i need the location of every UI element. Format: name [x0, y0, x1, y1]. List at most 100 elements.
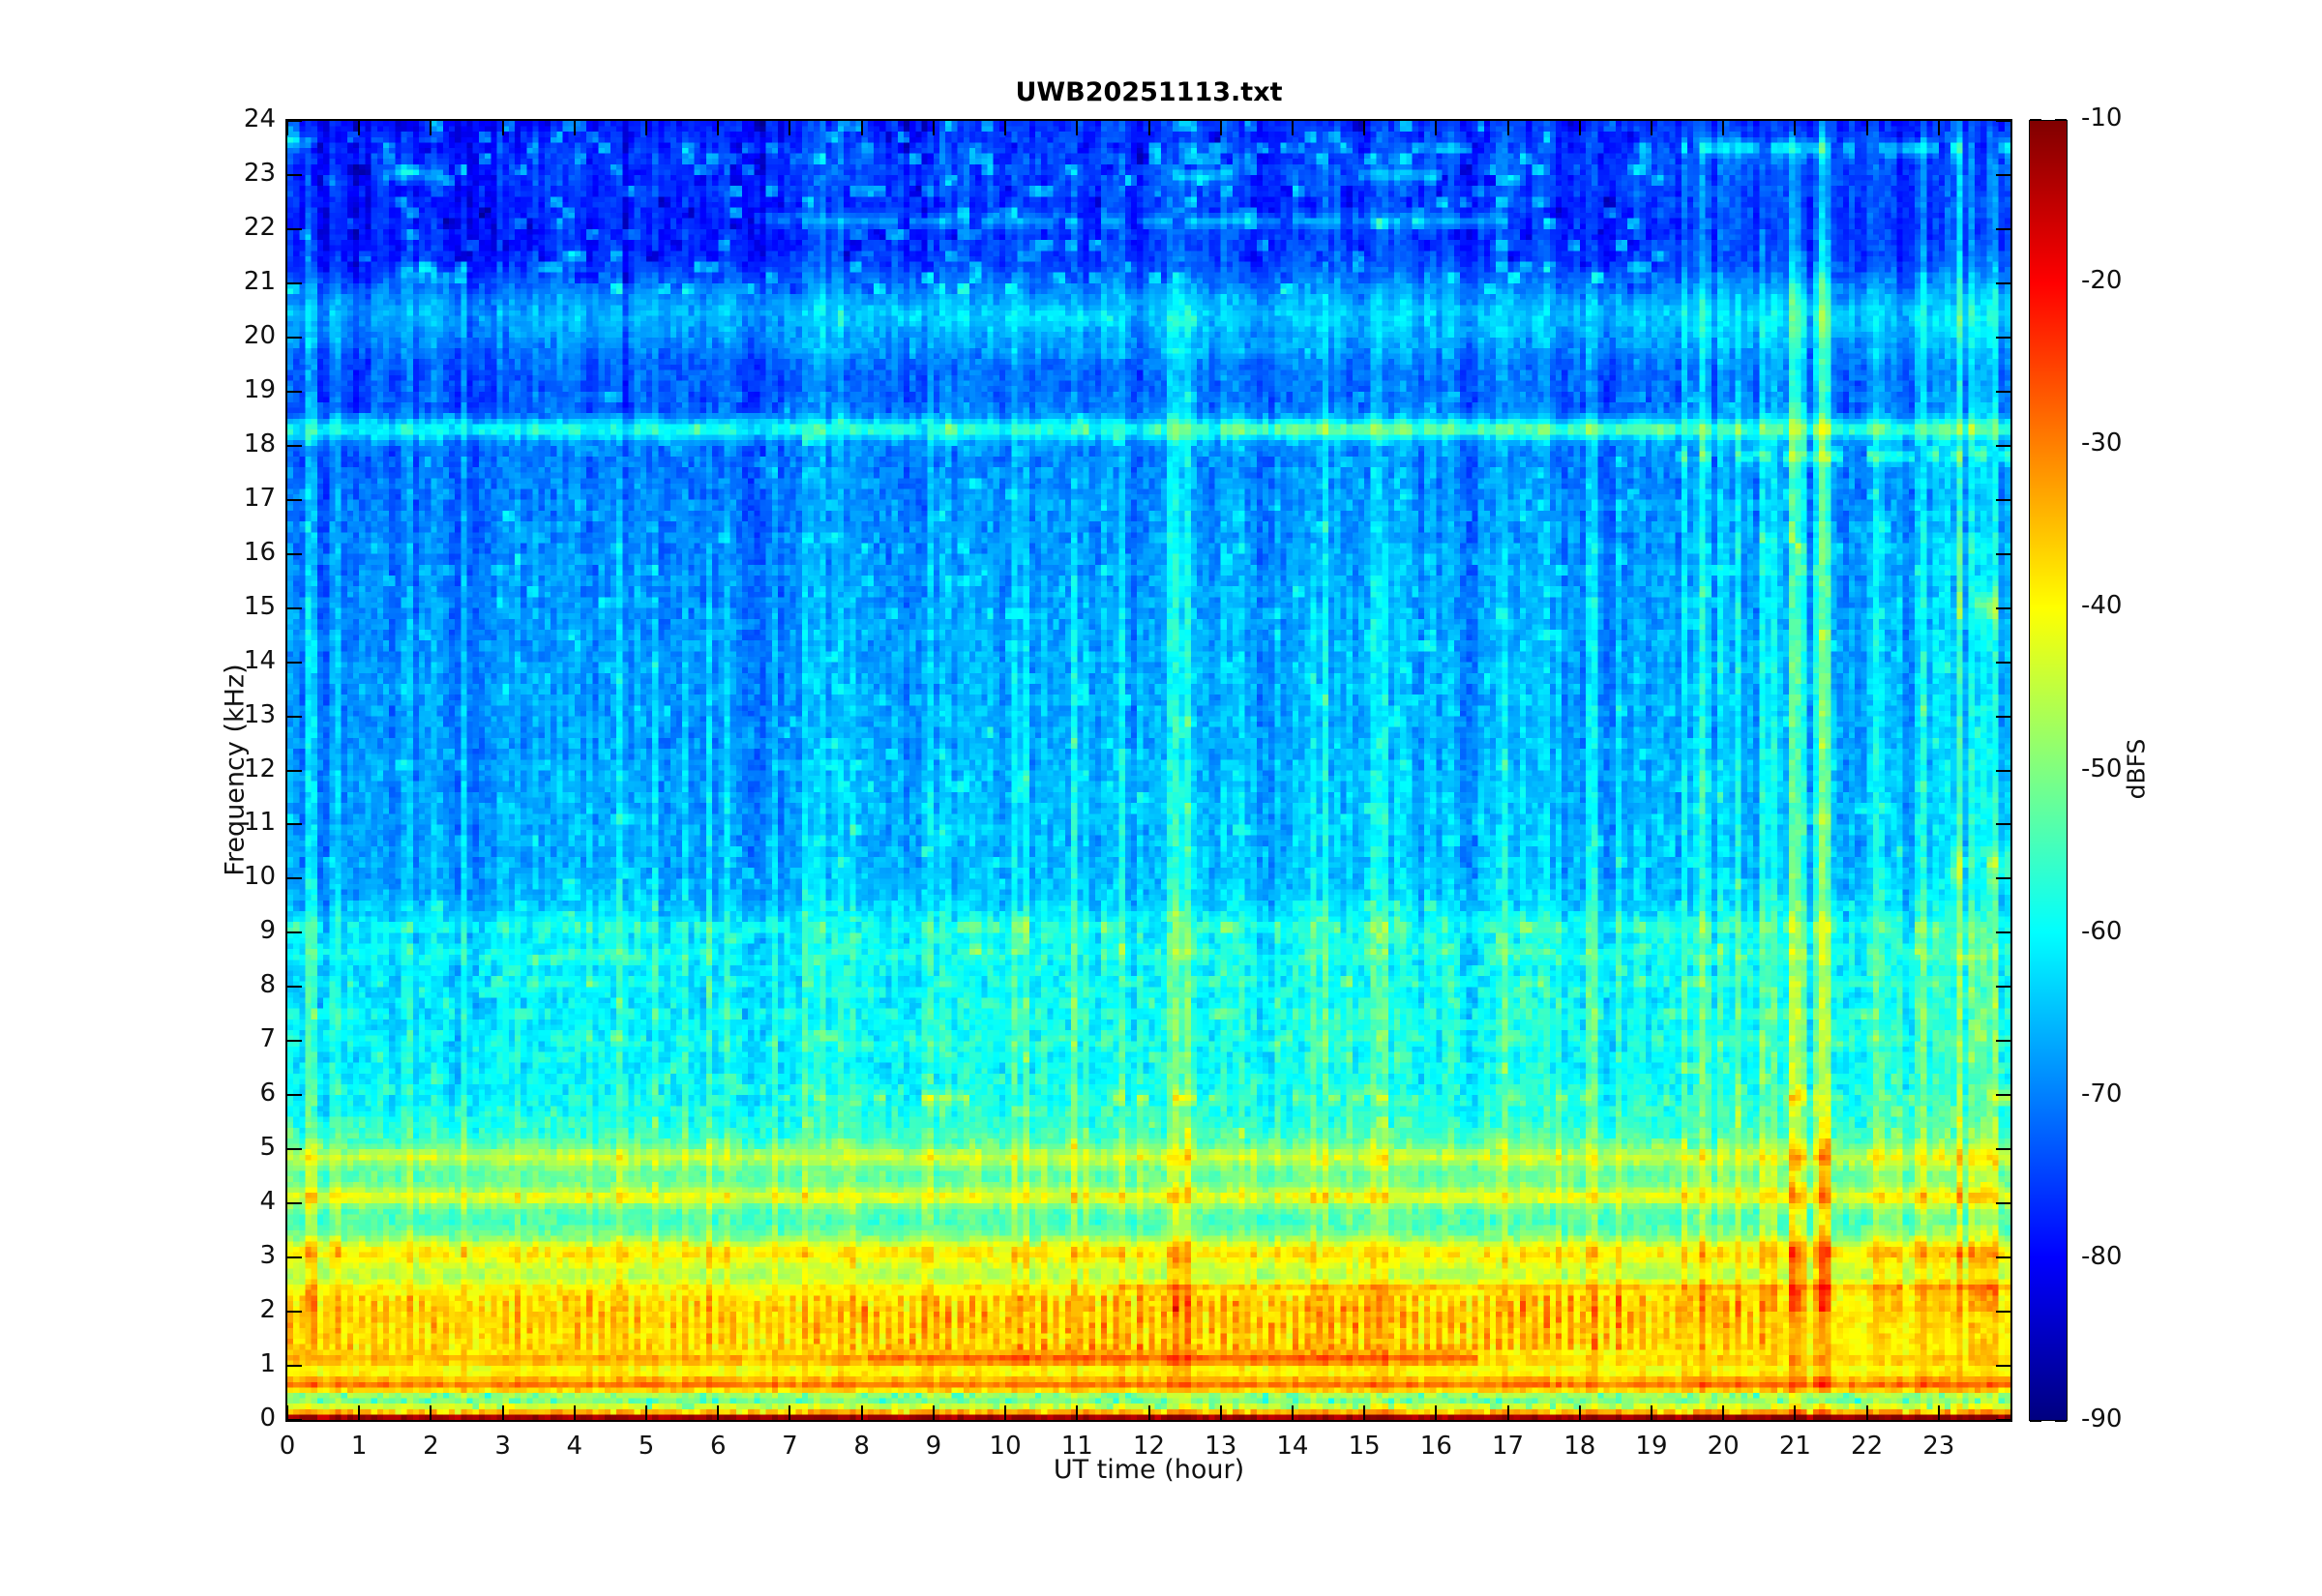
y-tick — [287, 281, 302, 284]
x-tick — [789, 1405, 791, 1420]
x-tick-label: 17 — [1491, 1432, 1525, 1461]
y-tick — [287, 823, 302, 826]
x-tick-label: 22 — [1851, 1432, 1884, 1461]
x-tick-label: 4 — [566, 1432, 583, 1461]
x-tick — [1506, 1405, 1509, 1420]
x-tick-top — [430, 121, 432, 135]
colorbar-label: dBFS — [2122, 738, 2151, 800]
y-tick-label: 11 — [243, 808, 276, 838]
y-tick — [287, 552, 302, 555]
colorbar-tick-label: -10 — [2081, 103, 2123, 133]
x-tick-label: 20 — [1707, 1432, 1740, 1461]
x-tick-label: 21 — [1778, 1432, 1811, 1461]
y-tick-label: 0 — [259, 1404, 276, 1433]
y-tick-label: 7 — [259, 1024, 276, 1054]
x-tick — [1435, 1405, 1438, 1420]
x-tick-top — [1578, 121, 1581, 135]
x-tick-label: 13 — [1205, 1432, 1237, 1461]
y-tick-right — [1996, 173, 2010, 176]
y-tick-label: 24 — [243, 104, 276, 133]
colorbar-tick-right — [2055, 1420, 2067, 1422]
y-tick-right — [1996, 769, 2010, 772]
y-tick-label: 4 — [259, 1187, 276, 1217]
y-tick-label: 9 — [259, 916, 276, 946]
x-tick-top — [573, 121, 576, 135]
y-tick — [287, 1256, 302, 1259]
x-tick-top — [286, 121, 288, 135]
y-tick-label: 5 — [259, 1133, 276, 1163]
y-tick-right — [1996, 1365, 2010, 1368]
x-tick-top — [1794, 121, 1797, 135]
x-tick-label: 10 — [989, 1432, 1022, 1461]
colorbar-tick-label: -60 — [2081, 916, 2123, 946]
x-tick-label: 3 — [494, 1432, 511, 1461]
x-tick — [358, 1405, 361, 1420]
x-tick-top — [1076, 121, 1079, 135]
y-tick-right — [1996, 120, 2010, 122]
y-tick-right — [1996, 1202, 2010, 1205]
x-tick-top — [501, 121, 504, 135]
y-tick-label: 18 — [243, 429, 276, 458]
x-tick-label: 12 — [1132, 1432, 1166, 1461]
y-tick-right — [1996, 390, 2010, 393]
y-tick-right — [1996, 931, 2010, 934]
y-tick-label: 20 — [243, 320, 276, 350]
y-tick — [287, 1311, 302, 1314]
x-tick — [1578, 1405, 1581, 1420]
colorbar-tick-label: -20 — [2081, 266, 2123, 296]
x-tick — [286, 1405, 288, 1420]
colorbar-tick-label: -40 — [2081, 591, 2123, 621]
y-tick — [287, 444, 302, 447]
x-tick — [1291, 1405, 1294, 1420]
x-tick — [1147, 1405, 1150, 1420]
y-tick-right — [1996, 444, 2010, 447]
y-tick-label: 23 — [243, 158, 276, 188]
y-tick — [287, 606, 302, 609]
x-tick-label: 23 — [1922, 1432, 1955, 1461]
y-tick — [287, 1202, 302, 1205]
y-tick-label: 2 — [259, 1295, 276, 1325]
x-axis-label: UT time (hour) — [1053, 1455, 1245, 1485]
y-tick-label: 22 — [243, 212, 276, 242]
x-tick-label: 8 — [853, 1432, 870, 1461]
y-tick-right — [1996, 606, 2010, 609]
x-tick-label: 18 — [1563, 1432, 1596, 1461]
x-tick-top — [789, 121, 791, 135]
colorbar-tick-label: -90 — [2081, 1404, 2123, 1433]
x-tick-label: 15 — [1348, 1432, 1381, 1461]
x-tick — [1794, 1405, 1797, 1420]
y-tick-right — [1996, 1094, 2010, 1097]
y-tick-label: 3 — [259, 1241, 276, 1271]
x-tick-top — [932, 121, 935, 135]
x-tick-top — [1435, 121, 1438, 135]
x-tick-label: 2 — [423, 1432, 439, 1461]
y-tick-label: 19 — [243, 374, 276, 404]
x-tick-top — [1004, 121, 1007, 135]
y-tick-right — [1996, 1419, 2010, 1421]
y-tick-label: 17 — [243, 483, 276, 513]
x-tick — [645, 1405, 648, 1420]
x-tick — [1004, 1405, 1007, 1420]
colorbar-tick-label: -70 — [2081, 1079, 2123, 1108]
x-tick-top — [1937, 121, 1940, 135]
spectrogram-canvas — [287, 121, 2010, 1420]
colorbar-tick-label: -50 — [2081, 754, 2123, 783]
x-tick-label: 6 — [709, 1432, 727, 1461]
y-tick — [287, 986, 302, 989]
y-tick-right — [1996, 1256, 2010, 1259]
y-tick — [287, 661, 302, 664]
x-tick-top — [1506, 121, 1509, 135]
y-tick-right — [1996, 336, 2010, 339]
y-tick — [287, 173, 302, 176]
spectrogram-plot — [285, 119, 2012, 1422]
x-tick — [501, 1405, 504, 1420]
colorbar — [2029, 120, 2068, 1421]
y-tick-right — [1996, 1148, 2010, 1151]
x-tick — [1363, 1405, 1366, 1420]
y-tick — [287, 1365, 302, 1368]
y-tick-right — [1996, 552, 2010, 555]
x-tick-label: 16 — [1419, 1432, 1452, 1461]
y-tick — [287, 931, 302, 934]
x-tick — [1219, 1405, 1222, 1420]
x-tick — [430, 1405, 432, 1420]
